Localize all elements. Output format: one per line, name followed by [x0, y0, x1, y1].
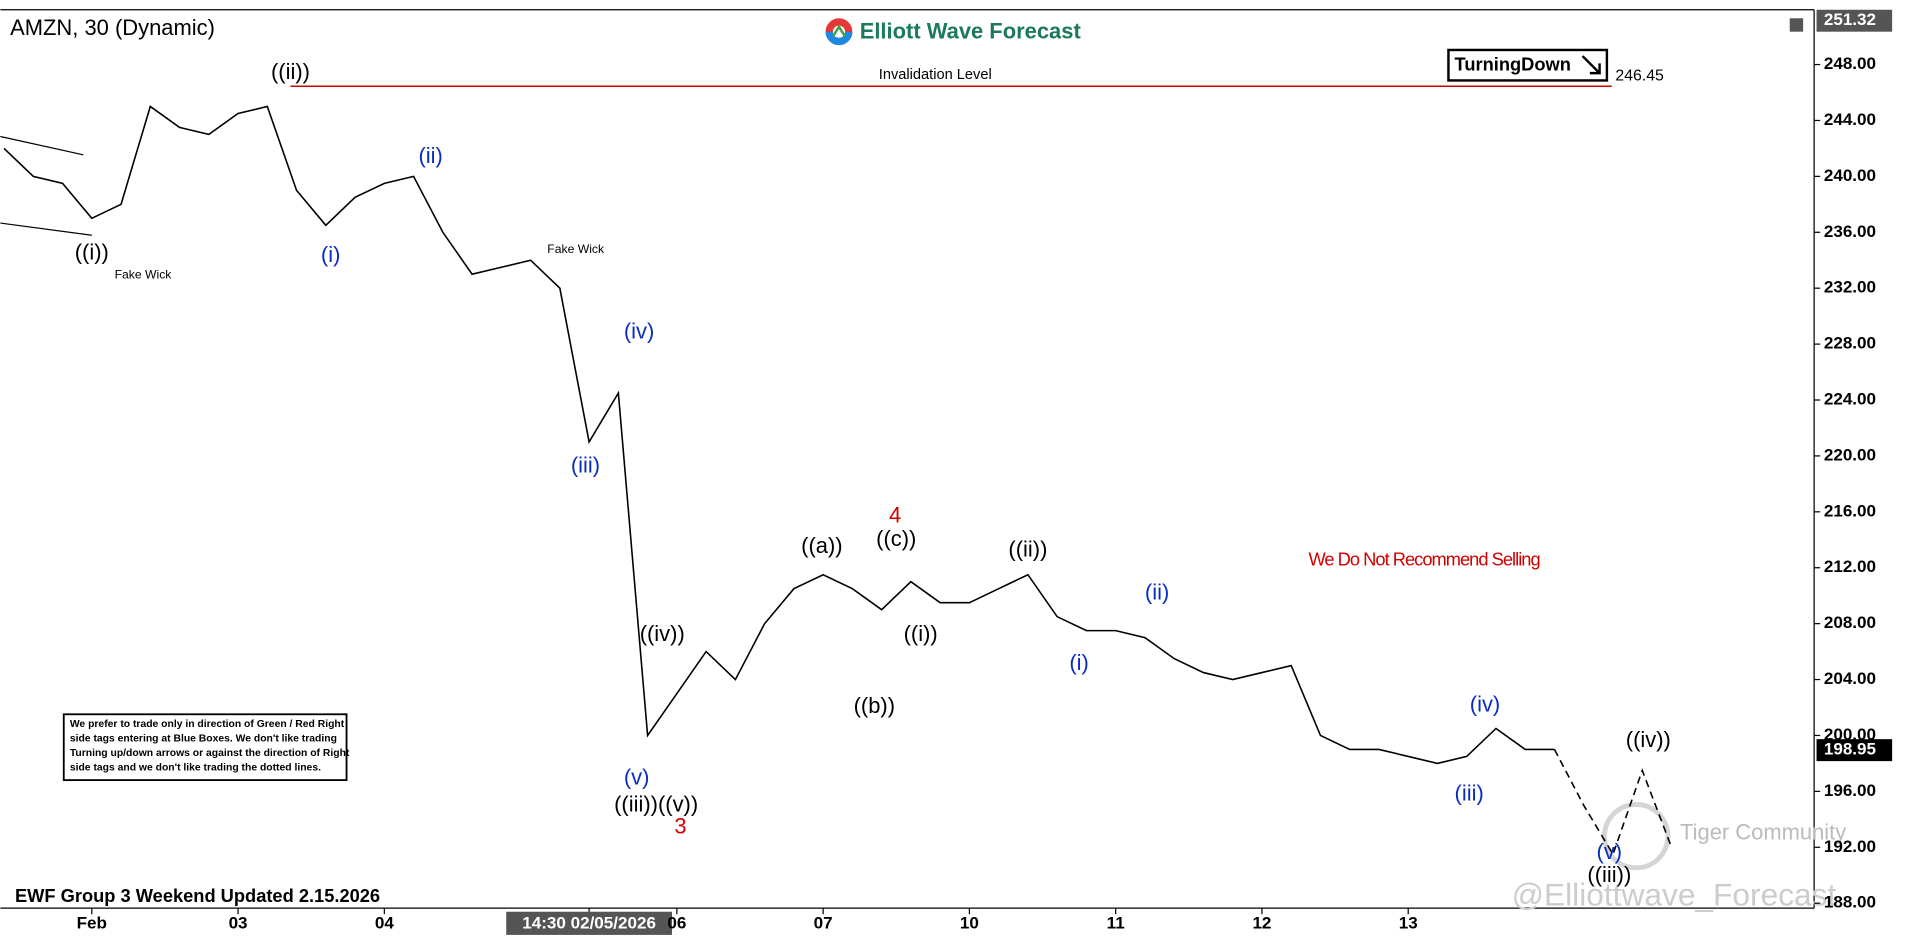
note-line: We prefer to trade only in direction of … — [70, 719, 345, 730]
wave-label: (v) — [1597, 839, 1623, 864]
y-tick-label: 228.00 — [1824, 334, 1876, 353]
x-tick-label: Feb — [77, 913, 107, 932]
high-label: 251.32 — [1824, 10, 1876, 29]
wave-label: (i) — [321, 242, 341, 267]
y-tick-label: 224.00 — [1824, 390, 1876, 409]
watermark-logo — [1602, 802, 1671, 871]
wave-label: ((i)) — [75, 239, 109, 264]
y-tick-label: 244.00 — [1824, 110, 1876, 129]
invalidation-value: 246.45 — [1615, 68, 1664, 85]
price-line — [3, 105, 1555, 765]
wave-label: (v) — [624, 765, 650, 790]
wave-label: ((iii)) — [1587, 862, 1631, 887]
x-tick-label: 13 — [1399, 913, 1418, 932]
x-tick-label: 14:30 02/05/2026 — [522, 913, 656, 932]
wave-label: Fake Wick — [547, 242, 605, 256]
current-price-box — [1816, 739, 1893, 762]
x-tick-label: 06 — [667, 913, 686, 932]
brand: Elliott Wave Forecast — [860, 19, 1082, 44]
wave-label: 3 — [674, 813, 686, 838]
y-tick-label: 196.00 — [1824, 781, 1876, 800]
handle: @Elliottwave_Forecast — [1512, 876, 1837, 912]
wave-label: (i) — [1069, 650, 1089, 675]
wave-label: ((iii))((v)) — [614, 791, 698, 816]
wave-label: ((a)) — [801, 533, 842, 558]
wave-label: We Do Not Recommend Selling — [1308, 549, 1539, 570]
x-tick-label: 11 — [1107, 913, 1125, 932]
x-tick-label: 03 — [229, 913, 248, 932]
logo — [825, 18, 853, 46]
chart-title: AMZN, 30 (Dynamic) — [10, 15, 215, 40]
invalidation-label: Invalidation Level — [879, 67, 992, 83]
y-tick-label: 204.00 — [1824, 669, 1876, 688]
wave-label: (ii) — [1145, 579, 1169, 604]
x-tick-label: 10 — [960, 913, 979, 932]
window-icon — [1789, 18, 1804, 32]
high-label-box — [1816, 9, 1893, 32]
wave-label: (iv) — [624, 319, 654, 344]
pattern-line — [0, 135, 84, 156]
tag-text: TurningDown — [1455, 54, 1571, 75]
wave-label: ((c)) — [876, 526, 916, 551]
wave-label: 4 — [889, 503, 901, 528]
y-tick-label: 236.00 — [1824, 222, 1876, 241]
wave-label: ((iv)) — [1626, 727, 1671, 752]
note-line: Turning up/down arrows or against the di… — [70, 748, 350, 759]
wave-label: (iii) — [1455, 781, 1484, 806]
note-line: side tags entering at Blue Boxes. We don… — [70, 733, 337, 744]
wave-label: (ii) — [418, 143, 442, 168]
y-tick-label: 216.00 — [1824, 501, 1876, 520]
wave-label: (iii) — [571, 453, 600, 478]
x-tick-label: 07 — [814, 913, 833, 932]
watermark: Tiger Community — [1680, 820, 1846, 845]
tag-box — [1447, 48, 1609, 82]
current-price: 198.95 — [1824, 740, 1876, 759]
y-tick-label: 192.00 — [1824, 837, 1876, 856]
wave-label: (iv) — [1470, 692, 1500, 717]
y-tick-label: 208.00 — [1824, 613, 1876, 632]
wave-label: Fake Wick — [115, 268, 173, 282]
tag-arrow — [1581, 55, 1601, 75]
note-box — [62, 713, 348, 782]
note-line: side tags and we don't like trading the … — [70, 763, 321, 774]
wave-label: ((ii)) — [1008, 537, 1047, 562]
wave-label: ((iv)) — [640, 621, 685, 646]
x-tick-label: 04 — [375, 913, 394, 932]
footer: EWF Group 3 Weekend Updated 2.15.2026 — [15, 885, 380, 906]
x-tick-label: 12 — [1252, 913, 1271, 932]
wave-label: ((ii)) — [271, 59, 310, 84]
y-tick-label: 220.00 — [1824, 445, 1876, 464]
projection-line — [1553, 749, 1673, 857]
wave-label: ((b)) — [854, 693, 895, 718]
pattern-line — [0, 222, 92, 236]
y-tick-label: 188.00 — [1824, 893, 1876, 912]
y-tick-label: 248.00 — [1824, 54, 1876, 73]
y-tick-label: 240.00 — [1824, 166, 1876, 185]
y-tick-label: 212.00 — [1824, 557, 1876, 576]
crosshair-label-box — [506, 911, 672, 935]
wave-label: ((i)) — [904, 621, 938, 646]
y-tick-label: 232.00 — [1824, 278, 1876, 297]
